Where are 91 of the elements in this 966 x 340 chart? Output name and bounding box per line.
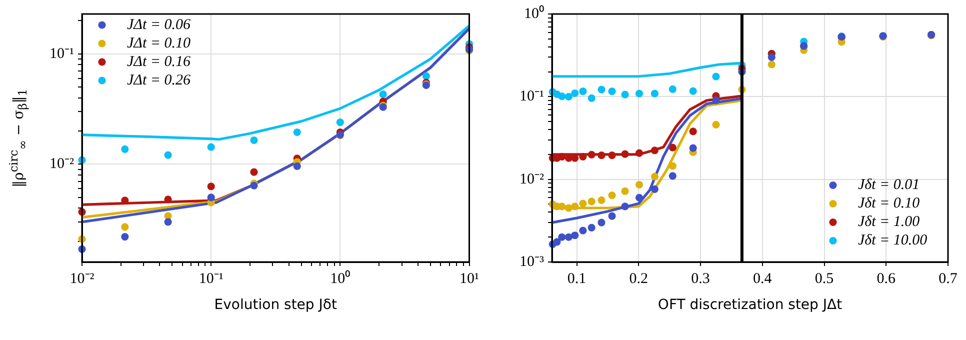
legend-label: JΔt = 0.06 bbox=[127, 16, 191, 33]
point bbox=[635, 194, 644, 202]
point bbox=[635, 149, 644, 157]
x-tick-label: 0.6 bbox=[876, 270, 896, 287]
point bbox=[579, 152, 587, 160]
point bbox=[164, 196, 172, 204]
x-tick-label: 0.4 bbox=[753, 270, 772, 287]
point bbox=[579, 88, 587, 96]
x-tick-label: 10⁰ bbox=[330, 270, 350, 287]
point bbox=[668, 85, 676, 94]
legend-label: Jδt = 0.01 bbox=[858, 177, 920, 194]
point bbox=[588, 198, 596, 206]
point bbox=[293, 162, 301, 170]
point bbox=[564, 92, 573, 100]
legend-label: Jδt = 1.00 bbox=[858, 214, 920, 230]
point bbox=[588, 150, 596, 158]
legend-label: JΔt = 0.26 bbox=[127, 72, 191, 88]
point bbox=[422, 72, 430, 80]
point bbox=[250, 136, 258, 144]
point bbox=[564, 233, 573, 241]
legend-label: Jδt = 0.10 bbox=[858, 196, 920, 212]
point bbox=[689, 144, 697, 152]
point bbox=[608, 152, 616, 160]
point bbox=[558, 233, 566, 241]
point bbox=[164, 218, 172, 226]
point bbox=[588, 224, 596, 232]
point bbox=[608, 192, 616, 200]
point bbox=[207, 194, 215, 202]
x-tick-label: 0.2 bbox=[629, 270, 648, 287]
point bbox=[635, 90, 644, 98]
y-tick-label: 10⁻¹ bbox=[520, 88, 544, 105]
point bbox=[650, 185, 659, 193]
x-axis-title: Evolution step Jδt bbox=[214, 297, 338, 313]
point bbox=[598, 86, 606, 94]
legend-label: JΔt = 0.10 bbox=[127, 35, 191, 52]
point bbox=[558, 202, 566, 210]
point bbox=[207, 182, 215, 190]
point bbox=[608, 88, 616, 96]
point bbox=[689, 128, 697, 136]
point bbox=[635, 180, 644, 189]
x-tick-label: 10⁻¹ bbox=[198, 270, 224, 287]
point bbox=[579, 226, 587, 234]
point bbox=[598, 218, 606, 226]
y-tick-label: 10⁰ bbox=[524, 4, 544, 22]
point bbox=[712, 96, 720, 104]
point bbox=[598, 196, 606, 204]
point bbox=[121, 145, 129, 153]
point bbox=[668, 162, 676, 170]
x-axis-title: OFT discretization step JΔt bbox=[658, 297, 843, 313]
point bbox=[293, 128, 301, 136]
point bbox=[564, 204, 573, 212]
point bbox=[650, 90, 659, 98]
point bbox=[650, 172, 659, 180]
legend-label: Jδt = 10.00 bbox=[858, 232, 928, 249]
x-tick-label: 0.5 bbox=[814, 270, 834, 287]
point bbox=[250, 168, 258, 176]
point bbox=[121, 223, 129, 231]
point bbox=[650, 146, 659, 154]
point bbox=[579, 200, 587, 208]
point bbox=[621, 187, 629, 195]
point bbox=[668, 172, 676, 180]
point bbox=[379, 90, 387, 98]
legend-label: JΔt = 0.16 bbox=[127, 54, 191, 70]
x-tick-label: 10⁻² bbox=[70, 270, 95, 287]
point bbox=[768, 53, 776, 62]
point bbox=[712, 72, 720, 80]
point bbox=[712, 120, 720, 128]
point bbox=[164, 151, 172, 159]
x-tick-label: 10¹ bbox=[460, 270, 479, 287]
x-tick-label: 0.1 bbox=[567, 270, 586, 287]
point bbox=[598, 152, 606, 160]
point bbox=[668, 144, 676, 152]
point bbox=[621, 202, 629, 210]
point bbox=[608, 212, 616, 220]
x-tick-label: 0.3 bbox=[691, 270, 710, 287]
point bbox=[588, 94, 596, 102]
point bbox=[571, 232, 579, 240]
point bbox=[621, 150, 629, 158]
point bbox=[621, 90, 629, 98]
x-tick-label: 0.7 bbox=[938, 270, 958, 287]
point bbox=[571, 202, 579, 210]
point bbox=[207, 143, 215, 151]
y-tick-label: 10⁻³ bbox=[520, 254, 544, 270]
point bbox=[571, 89, 579, 98]
point bbox=[336, 118, 344, 126]
point bbox=[553, 238, 561, 246]
point bbox=[689, 87, 697, 95]
point bbox=[121, 232, 129, 241]
point bbox=[768, 60, 776, 68]
y-tick-label: 10⁻² bbox=[520, 171, 544, 188]
point bbox=[558, 92, 566, 100]
